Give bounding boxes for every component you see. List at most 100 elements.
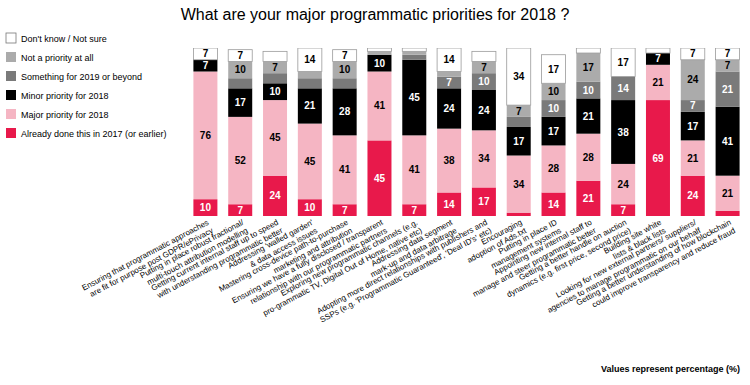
data-label: 14 <box>304 54 316 65</box>
bar-segment <box>646 53 670 65</box>
data-label: 28 <box>339 106 351 117</box>
data-label: 7 <box>342 205 348 216</box>
bar-segment <box>263 176 287 216</box>
data-label: 21 <box>304 100 316 111</box>
bar-segment <box>193 199 217 216</box>
bar-segment <box>402 48 426 51</box>
data-label: 7 <box>725 60 731 71</box>
bar-segment <box>646 65 670 100</box>
data-label: 17 <box>687 121 699 132</box>
data-label: 24 <box>269 190 281 201</box>
bar-segment <box>611 77 635 101</box>
data-label: 14 <box>548 199 560 210</box>
chart: What are your major programmatic priorit… <box>0 0 750 385</box>
bar-segment <box>298 88 322 123</box>
bar-segment <box>228 78 252 88</box>
bar-segment <box>472 61 496 73</box>
data-label: 21 <box>722 84 734 95</box>
category-label-line: Getting a better understanding of how bl… <box>575 218 733 308</box>
data-label: 7 <box>412 205 418 216</box>
data-label: 7 <box>690 100 696 111</box>
data-label: 21 <box>583 193 595 204</box>
bar-segment <box>542 117 566 146</box>
legend-swatch <box>6 52 16 62</box>
bar-segment <box>437 192 461 216</box>
legend-label: Not a priority at all <box>21 53 94 63</box>
bar-segment <box>333 204 357 216</box>
legend-label: Don't know / Not sure <box>21 34 107 44</box>
bar-segment <box>576 82 600 99</box>
data-label: 17 <box>618 57 630 68</box>
bars <box>193 48 739 216</box>
bar-segment <box>298 199 322 216</box>
bar-segment <box>263 100 287 176</box>
bar-segment <box>472 90 496 130</box>
data-label: 45 <box>269 132 281 143</box>
data-label: 41 <box>409 164 421 175</box>
bar-segment <box>193 48 217 60</box>
bar-segment <box>193 72 217 200</box>
bar-segment <box>681 112 705 141</box>
bar-segment <box>542 145 566 192</box>
data-label: 10 <box>374 58 386 69</box>
bar-segment <box>333 78 357 88</box>
bar-segment <box>611 100 635 164</box>
bar-segment <box>333 61 357 78</box>
bar-segment <box>472 130 496 187</box>
data-label: 41 <box>374 100 386 111</box>
data-label: 21 <box>652 77 664 88</box>
data-label: 45 <box>304 156 316 167</box>
bar-segment <box>472 73 496 90</box>
data-label: 34 <box>513 71 525 82</box>
bar-segment <box>507 48 531 105</box>
data-label: 41 <box>722 136 734 147</box>
legend-label: Already done this in 2017 (or earlier) <box>21 129 167 139</box>
bar-segment <box>402 55 426 60</box>
data-label: 7 <box>655 53 661 64</box>
data-label: 21 <box>687 153 699 164</box>
data-label: 7 <box>690 48 696 59</box>
data-label: 45 <box>374 173 386 184</box>
category-label-line: Adopting more direct relationships with … <box>315 218 488 316</box>
data-label: 52 <box>235 155 247 166</box>
bar-segment <box>576 134 600 181</box>
data-label: 10 <box>478 76 490 87</box>
data-label: 34 <box>513 179 525 190</box>
bar-segment <box>507 105 531 117</box>
data-label: 17 <box>548 64 560 75</box>
data-labels: 1076777521710724451071045211474128107454… <box>200 48 734 215</box>
category-label: Looking for new external partners/ suppl… <box>542 217 703 314</box>
data-label: 34 <box>478 153 490 164</box>
bar-segment <box>437 48 461 72</box>
category-label: Getting a better understanding of how bl… <box>575 218 737 316</box>
legend-swatch <box>6 109 16 119</box>
data-label: 7 <box>203 48 209 59</box>
data-label: 38 <box>618 127 630 138</box>
bar-segment <box>402 135 426 204</box>
bar-segment <box>333 135 357 204</box>
bar-segment <box>437 72 461 77</box>
data-label: 10 <box>583 85 595 96</box>
bar-segment <box>681 60 705 100</box>
data-label: 7 <box>272 62 278 73</box>
bar-segment <box>263 83 287 100</box>
data-label: 17 <box>478 196 490 207</box>
data-label: 10 <box>304 202 316 213</box>
bar-segment <box>367 72 391 141</box>
data-label: 7 <box>481 62 487 73</box>
bar-segment <box>228 204 252 216</box>
legend-label: Minor priority for 2018 <box>21 91 109 101</box>
bar-segment <box>298 72 322 79</box>
bar-segment <box>298 48 322 72</box>
bar-segment <box>263 73 287 83</box>
bar-segment <box>681 48 705 60</box>
data-label: 10 <box>548 103 560 114</box>
data-label: 10 <box>235 64 247 75</box>
data-label: 24 <box>687 74 699 85</box>
bar-segment <box>576 53 600 82</box>
bar-segment <box>576 48 600 53</box>
bar-segment <box>333 50 357 62</box>
bar-segment <box>228 117 252 204</box>
legend-swatch <box>6 33 16 43</box>
bar-segment <box>333 88 357 135</box>
